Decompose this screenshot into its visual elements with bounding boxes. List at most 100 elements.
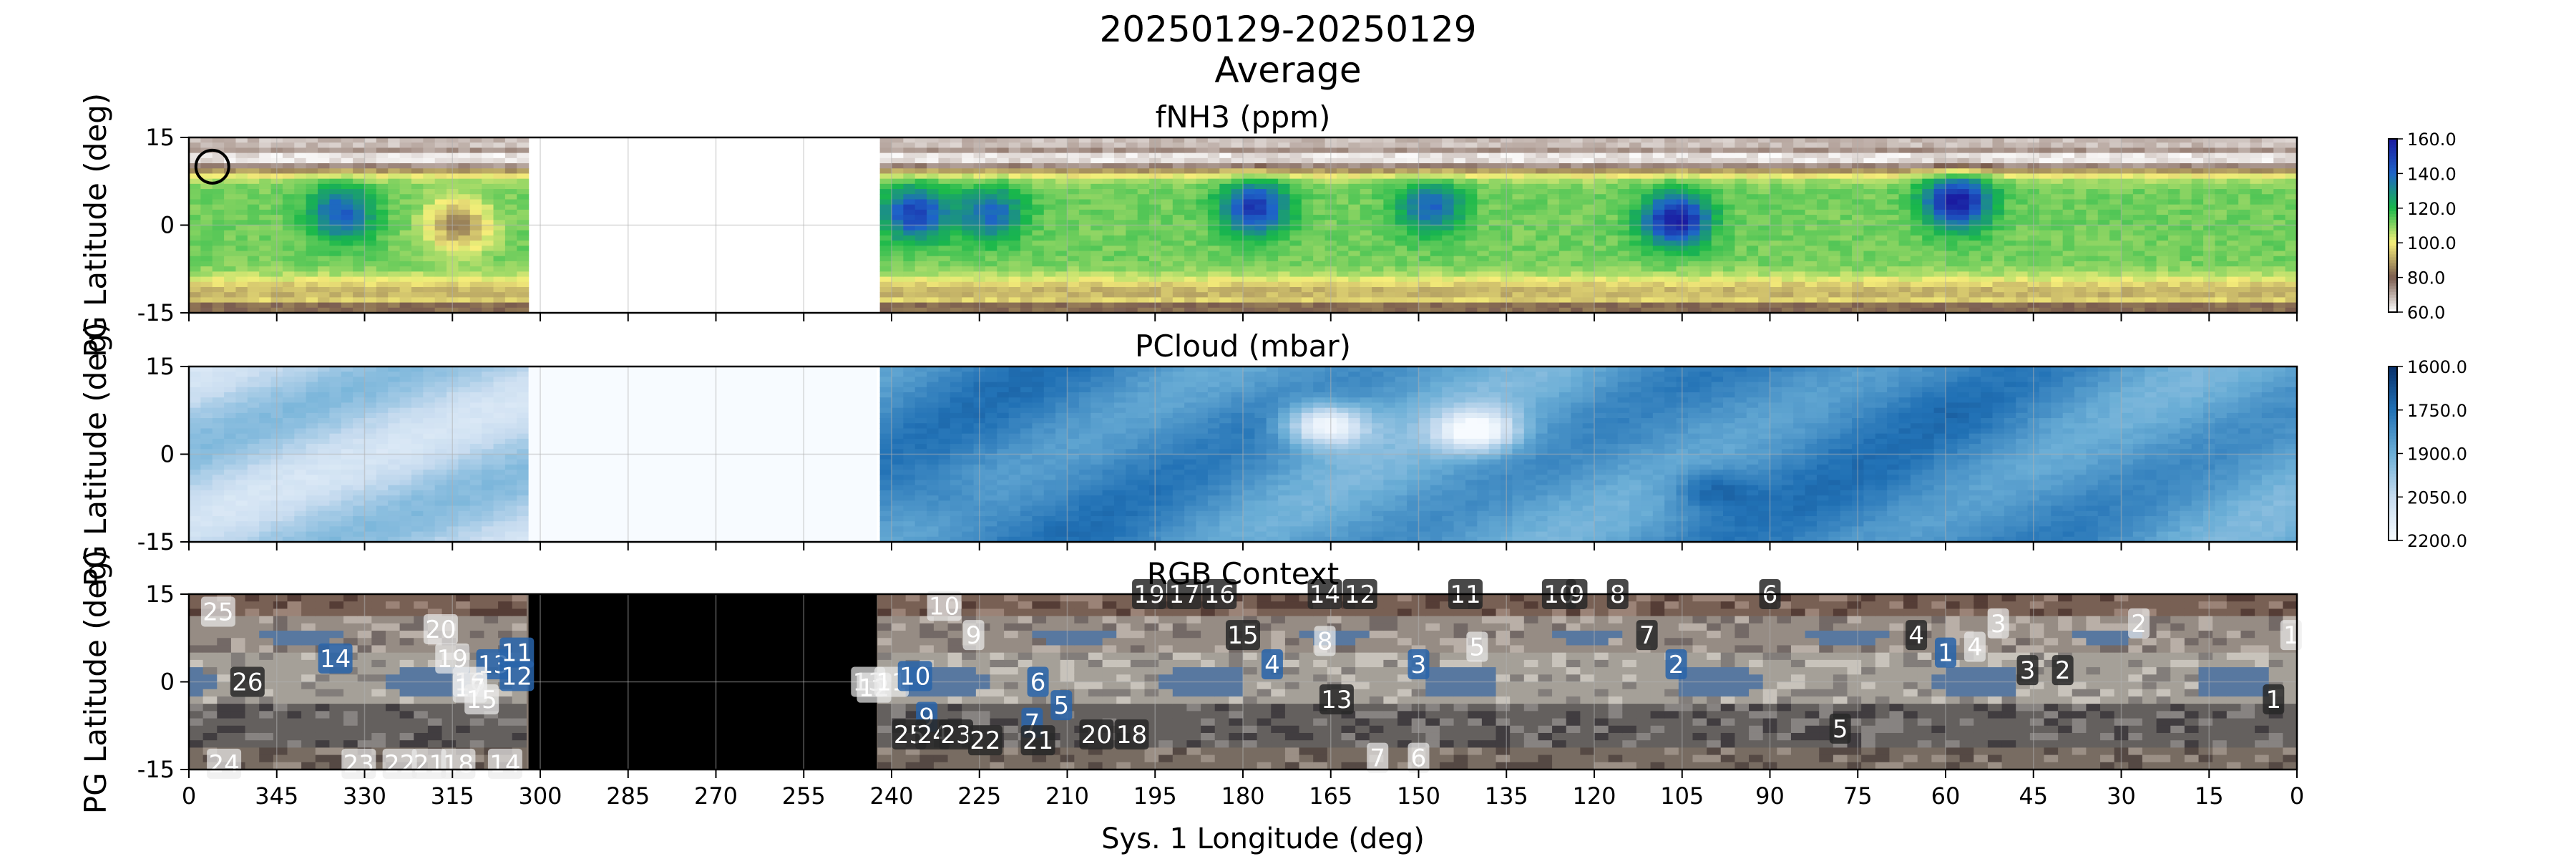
heatmap-cell xyxy=(1547,307,1560,313)
heatmap-cell xyxy=(1113,246,1126,252)
heatmap-cell xyxy=(1032,183,1045,190)
heatmap-cell xyxy=(1887,297,1900,304)
heatmap-cell xyxy=(434,261,447,267)
heatmap-cell xyxy=(1711,241,1724,246)
heatmap-cell xyxy=(517,204,530,210)
heatmap-cell xyxy=(1254,173,1267,180)
heatmap-cell xyxy=(1664,256,1677,262)
heatmap-cell xyxy=(411,220,424,226)
heatmap-cell xyxy=(2180,157,2192,164)
heatmap-cell xyxy=(411,256,424,262)
heatmap-cell xyxy=(1184,302,1197,309)
heatmap-cell xyxy=(2086,178,2099,185)
heatmap-cell xyxy=(469,286,482,293)
heatmap-cell xyxy=(997,209,1010,215)
heatmap-cell xyxy=(306,189,318,195)
heatmap-cell xyxy=(353,173,366,180)
heatmap-cell xyxy=(927,137,940,143)
heatmap-cell xyxy=(517,157,530,164)
heatmap-cell xyxy=(1957,276,1970,283)
heatmap-cell xyxy=(2062,276,2075,283)
heatmap-cell xyxy=(423,209,436,215)
heatmap-cell xyxy=(1488,225,1501,231)
heatmap-cell xyxy=(1898,235,1911,241)
heatmap-cell xyxy=(2086,261,2099,267)
heatmap-cell xyxy=(1078,302,1091,309)
heatmap-cell xyxy=(1442,235,1455,241)
heatmap-cell xyxy=(504,286,517,293)
heatmap-cell xyxy=(1922,302,1935,309)
heatmap-cell xyxy=(892,204,904,210)
heatmap-cell xyxy=(259,225,272,231)
heatmap-cell xyxy=(1968,168,1981,175)
heatmap-cell xyxy=(1126,266,1138,272)
heatmap-cell xyxy=(423,266,436,272)
heatmap-cell xyxy=(2121,230,2134,236)
heatmap-cell xyxy=(1992,157,2005,164)
heatmap-cell xyxy=(1770,157,1782,164)
heatmap-cell xyxy=(1898,194,1911,200)
heatmap-cell xyxy=(1477,266,1490,272)
heatmap-cell xyxy=(1606,292,1619,298)
heatmap-cell xyxy=(2145,152,2157,159)
heatmap-cell xyxy=(1219,241,1232,246)
heatmap-cell xyxy=(1453,266,1466,272)
heatmap-cell xyxy=(1582,230,1595,236)
heatmap-cell xyxy=(1512,302,1525,309)
heatmap-cell xyxy=(2226,204,2239,210)
heatmap-cell xyxy=(1219,256,1232,262)
heatmap-cell xyxy=(2226,230,2239,236)
heatmap-cell xyxy=(938,220,951,226)
heatmap-cell xyxy=(1172,168,1185,175)
heatmap-cell xyxy=(1091,142,1103,149)
heatmap-cell xyxy=(1887,194,1900,200)
heatmap-cell xyxy=(2250,271,2263,278)
heatmap-cell xyxy=(1793,137,1806,143)
heatmap-cell xyxy=(2062,209,2075,215)
heatmap-cell xyxy=(938,225,951,231)
heatmap-cell xyxy=(1968,199,1981,205)
heatmap-cell xyxy=(892,292,904,298)
heatmap-cell xyxy=(399,286,412,293)
heatmap-cell xyxy=(1020,230,1033,236)
heatmap-cell xyxy=(1477,163,1490,169)
heatmap-cell xyxy=(1594,271,1606,278)
heatmap-cell xyxy=(458,292,471,298)
heatmap-cell xyxy=(1289,235,1302,241)
heatmap-cell xyxy=(2238,137,2251,143)
heatmap-cell xyxy=(1652,204,1665,210)
heatmap-cell xyxy=(212,241,225,246)
heatmap-cell xyxy=(1313,157,1326,164)
heatmap-cell xyxy=(1887,246,1900,252)
heatmap-cell xyxy=(1372,251,1384,257)
heatmap-cell xyxy=(353,168,366,175)
heatmap-cell xyxy=(879,256,892,262)
heatmap-cell xyxy=(1336,256,1349,262)
heatmap-cell xyxy=(892,235,904,241)
heatmap-cell xyxy=(1430,183,1443,190)
heatmap-cell xyxy=(1078,163,1091,169)
heatmap-cell xyxy=(1372,142,1384,149)
heatmap-cell xyxy=(1032,194,1045,200)
heatmap-cell xyxy=(1992,266,2005,272)
heatmap-cell xyxy=(1711,168,1724,175)
heatmap-cell xyxy=(1243,297,1255,304)
heatmap-cell xyxy=(2121,178,2134,185)
heatmap-cell xyxy=(962,199,975,205)
heatmap-cell xyxy=(1828,183,1841,190)
heatmap-cell xyxy=(1793,142,1806,149)
heatmap-cell xyxy=(903,142,916,149)
heatmap-cell xyxy=(1664,241,1677,246)
heatmap-cell xyxy=(927,157,940,164)
heatmap-cell xyxy=(1922,152,1935,159)
heatmap-cell xyxy=(1278,302,1291,309)
heatmap-cell xyxy=(1711,215,1724,220)
heatmap-cell xyxy=(2121,147,2134,154)
heatmap-cell xyxy=(493,137,506,143)
heatmap-cell xyxy=(1453,246,1466,252)
heatmap-cell xyxy=(282,142,295,149)
heatmap-cell xyxy=(1547,276,1560,283)
heatmap-cell xyxy=(892,173,904,180)
heatmap-cell xyxy=(1219,266,1232,272)
heatmap-cell xyxy=(1184,189,1197,195)
